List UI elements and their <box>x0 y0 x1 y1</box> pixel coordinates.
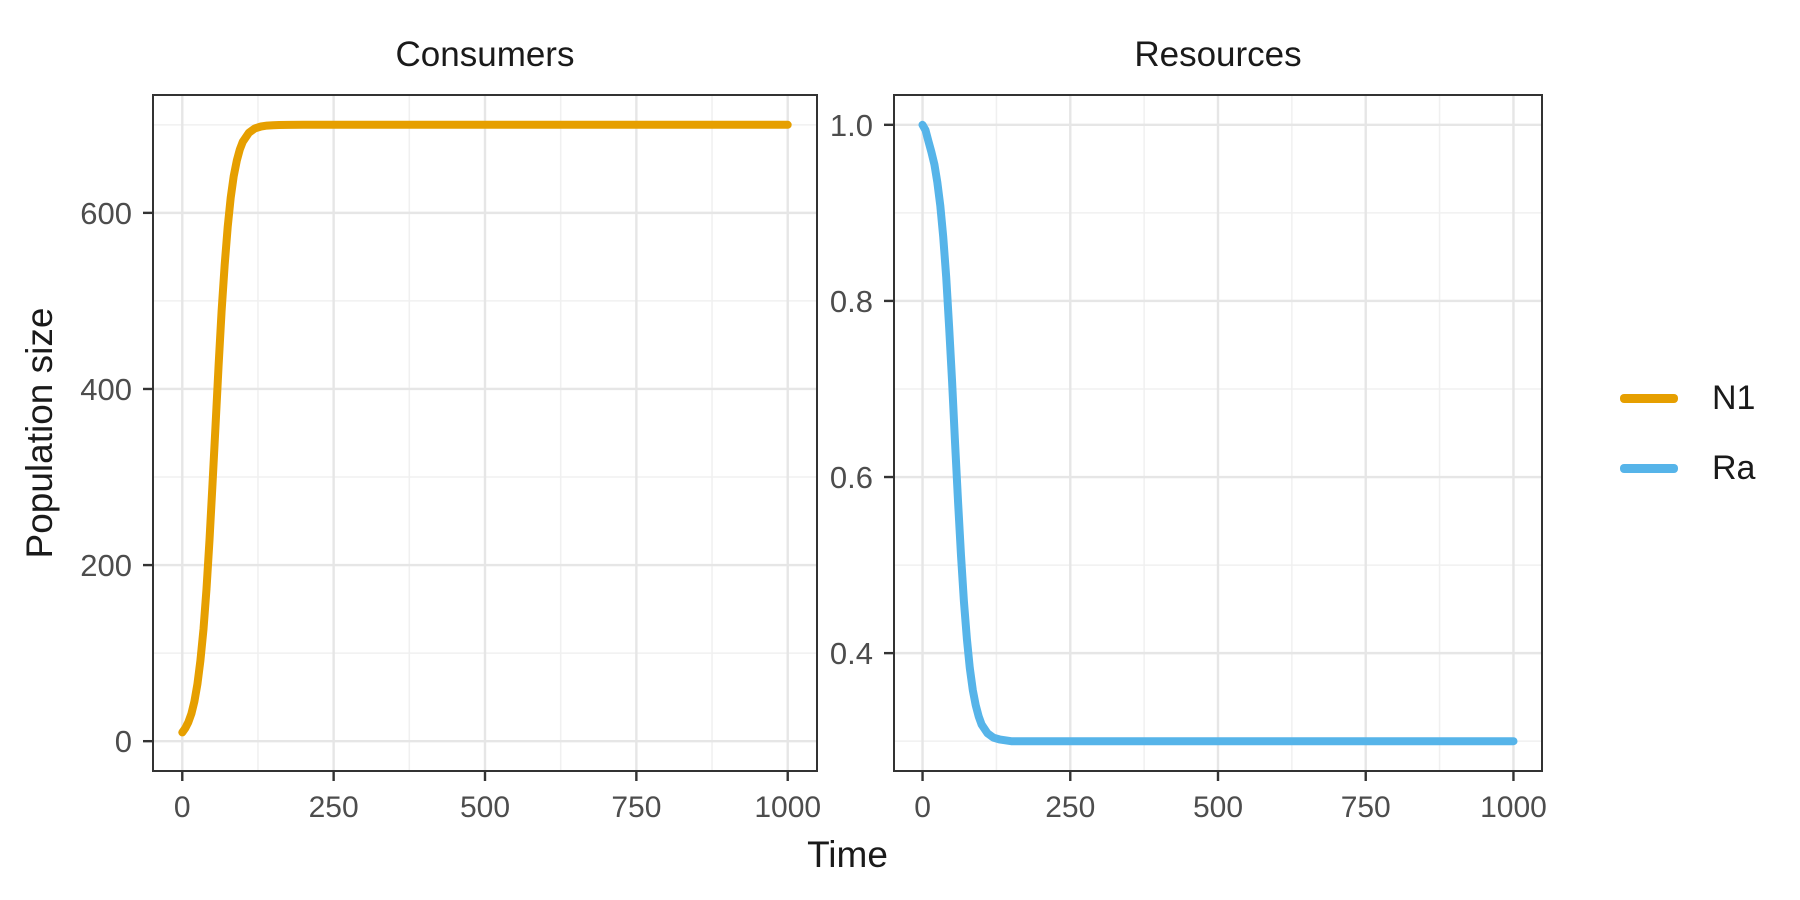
y-tick-label: 0.6 <box>830 460 873 495</box>
series-line-n1 <box>178 120 792 737</box>
legend-label-ra: Ra <box>1712 449 1756 487</box>
legend: N1 Ra <box>1620 376 1755 490</box>
x-tick-label: 1000 <box>754 791 821 824</box>
y-axis-title: Population size <box>19 307 60 559</box>
y-tick-label: 1.0 <box>830 108 873 143</box>
x-tick-label: 750 <box>611 791 661 824</box>
x-tick-label: 1000 <box>1480 791 1547 824</box>
panel-title-resources: Resources <box>1134 35 1302 74</box>
panel-border <box>152 94 818 772</box>
consumers-panel: 0 250 500 750 1000 0 200 400 600 <box>80 94 821 824</box>
resources-plot-svg: 0 250 500 750 1000 0.4 0.6 0.8 1.0 <box>830 94 1547 824</box>
x-tick-label: 500 <box>1193 791 1243 824</box>
y-tick-label: 200 <box>80 548 132 583</box>
resources-panel: 0 250 500 750 1000 0.4 0.6 0.8 1.0 <box>830 94 1547 824</box>
x-tick-label: 250 <box>309 791 359 824</box>
legend-key-line-ra <box>1620 463 1678 473</box>
legend-label-n1: N1 <box>1712 379 1756 417</box>
x-tick-label: 750 <box>1341 791 1391 824</box>
x-tick-label: 500 <box>460 791 510 824</box>
y-tick-label: 0.4 <box>830 636 873 671</box>
legend-key-line-n1 <box>1620 393 1678 403</box>
x-axis-title: Time <box>807 834 888 875</box>
series-line-ra <box>918 120 1518 746</box>
panel-border <box>893 94 1543 772</box>
panel-title-consumers: Consumers <box>395 35 575 74</box>
y-tick-label: 600 <box>80 196 132 231</box>
legend-item-ra: Ra <box>1620 446 1755 490</box>
x-tick-label: 250 <box>1045 791 1095 824</box>
consumers-plot-svg: 0 250 500 750 1000 0 200 400 600 <box>80 94 821 824</box>
y-tick-label: 0.8 <box>830 284 873 319</box>
legend-item-n1: N1 <box>1620 376 1755 420</box>
y-tick-label: 400 <box>80 372 132 407</box>
y-tick-label: 0 <box>115 724 132 759</box>
x-tick-label: 0 <box>914 791 931 824</box>
x-tick-label: 0 <box>174 791 191 824</box>
